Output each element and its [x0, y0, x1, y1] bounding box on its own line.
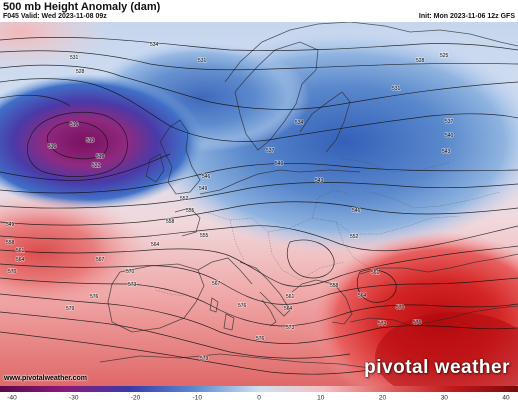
website-watermark: www.pivotalweather.com: [4, 375, 87, 382]
contour-label: 564: [358, 293, 367, 299]
colorbar-tick-label: 0: [257, 395, 261, 400]
contour-label: 546: [352, 208, 361, 214]
contour-label: 513: [86, 138, 95, 144]
colorbar-tick-label: -40: [7, 395, 17, 400]
brand-logo-text: pivotal weather: [364, 357, 510, 378]
contour-label: 534: [150, 42, 159, 48]
contour-label: 540: [445, 133, 454, 139]
colorbar-tick-label: -10: [193, 395, 203, 400]
contour-label: 576: [238, 303, 247, 309]
contour-label: 531: [198, 58, 207, 64]
contour-label: 531: [70, 55, 79, 61]
contour-label: 570: [8, 269, 17, 275]
contour-label: 564: [151, 242, 160, 248]
contour-label: 528: [76, 69, 85, 75]
contour-label: 540: [275, 161, 284, 167]
ridge-southeast-core: [375, 312, 518, 386]
contour-label: 552: [350, 234, 359, 240]
colorbar-tick-label: -30: [69, 395, 79, 400]
contour-label: 537: [266, 148, 275, 154]
contour-label: 570: [396, 305, 405, 311]
contour-label: 564: [16, 257, 25, 263]
contour-label: 522: [92, 163, 101, 169]
contour-label: 579: [200, 356, 209, 362]
colorbar-tick-label: 40: [502, 395, 510, 400]
contour-label: 543: [442, 149, 451, 155]
contour-label: 561: [16, 248, 25, 254]
contour-label: 561: [371, 270, 380, 276]
brand-logo: pivotal weather: [364, 357, 510, 379]
contour-label: 549: [199, 186, 208, 192]
colorbar-tick-label: -20: [131, 395, 141, 400]
contour-label: 576: [90, 294, 99, 300]
contour-label: 555: [200, 233, 209, 239]
contour-label: 552: [180, 196, 189, 202]
valid-time: F045 Valid: Wed 2023-11-08 09z: [3, 13, 107, 20]
ridge-north-atlantic: [0, 22, 110, 72]
colorbar-tick-label: 10: [317, 395, 325, 400]
contour-label: 546: [202, 174, 211, 180]
low-west-shading: [0, 74, 205, 210]
color-legend: -40 -30 -20 -10 0 10 20 30 40: [0, 386, 518, 400]
contour-label: 525: [440, 53, 449, 59]
contour-label: 528: [416, 58, 425, 64]
init-time: Init: Mon 2023-11-06 12z GFS: [418, 13, 515, 20]
contour-labels: 534 531 531 528 525 528 531 534 537 540 543 516 513 5…: [5, 41, 454, 362]
contour-label: 567: [212, 281, 221, 287]
height-contours: [0, 36, 518, 375]
contour-label: 516: [70, 122, 79, 128]
contour-label: 564: [284, 306, 293, 312]
contour-label: 561: [286, 294, 295, 300]
contour-label: 519: [96, 154, 105, 160]
country-borders: [155, 157, 501, 297]
contour-label: 555: [186, 208, 195, 214]
contour-label: 549: [6, 222, 15, 228]
contour-label: 531: [392, 86, 401, 92]
contour-label: 573: [128, 282, 137, 288]
weather-map: 534 531 531 528 525 528 531 534 537 540 543 516 513 5…: [0, 22, 518, 386]
contour-label: 576: [256, 336, 265, 342]
colorbar-tick-label: 30: [441, 395, 449, 400]
coastlines: [99, 22, 518, 369]
contour-label: 573: [378, 321, 387, 327]
map-title: 500 mb Height Anomaly (dam): [3, 1, 161, 13]
contour-label: 516: [48, 144, 57, 150]
contour-label: 570: [126, 269, 135, 275]
contour-label: 573: [286, 325, 295, 331]
contour-label: 558: [166, 219, 175, 225]
contour-label: 537: [445, 119, 454, 125]
contour-label: 558: [6, 240, 15, 246]
contour-label: 558: [330, 283, 339, 289]
colorbar-tick-labels: -40 -30 -20 -10 0 10 20 30 40: [7, 395, 510, 400]
contour-label: 576: [413, 320, 422, 326]
contour-label: 567: [96, 257, 105, 263]
contour-label: 534: [295, 120, 304, 126]
contour-label: 543: [315, 178, 324, 184]
colorbar-tick-label: 20: [379, 395, 387, 400]
contour-label: 579: [66, 306, 75, 312]
ridge-atlantic-shading: [0, 192, 150, 312]
colorbar-gradient: [0, 386, 518, 392]
